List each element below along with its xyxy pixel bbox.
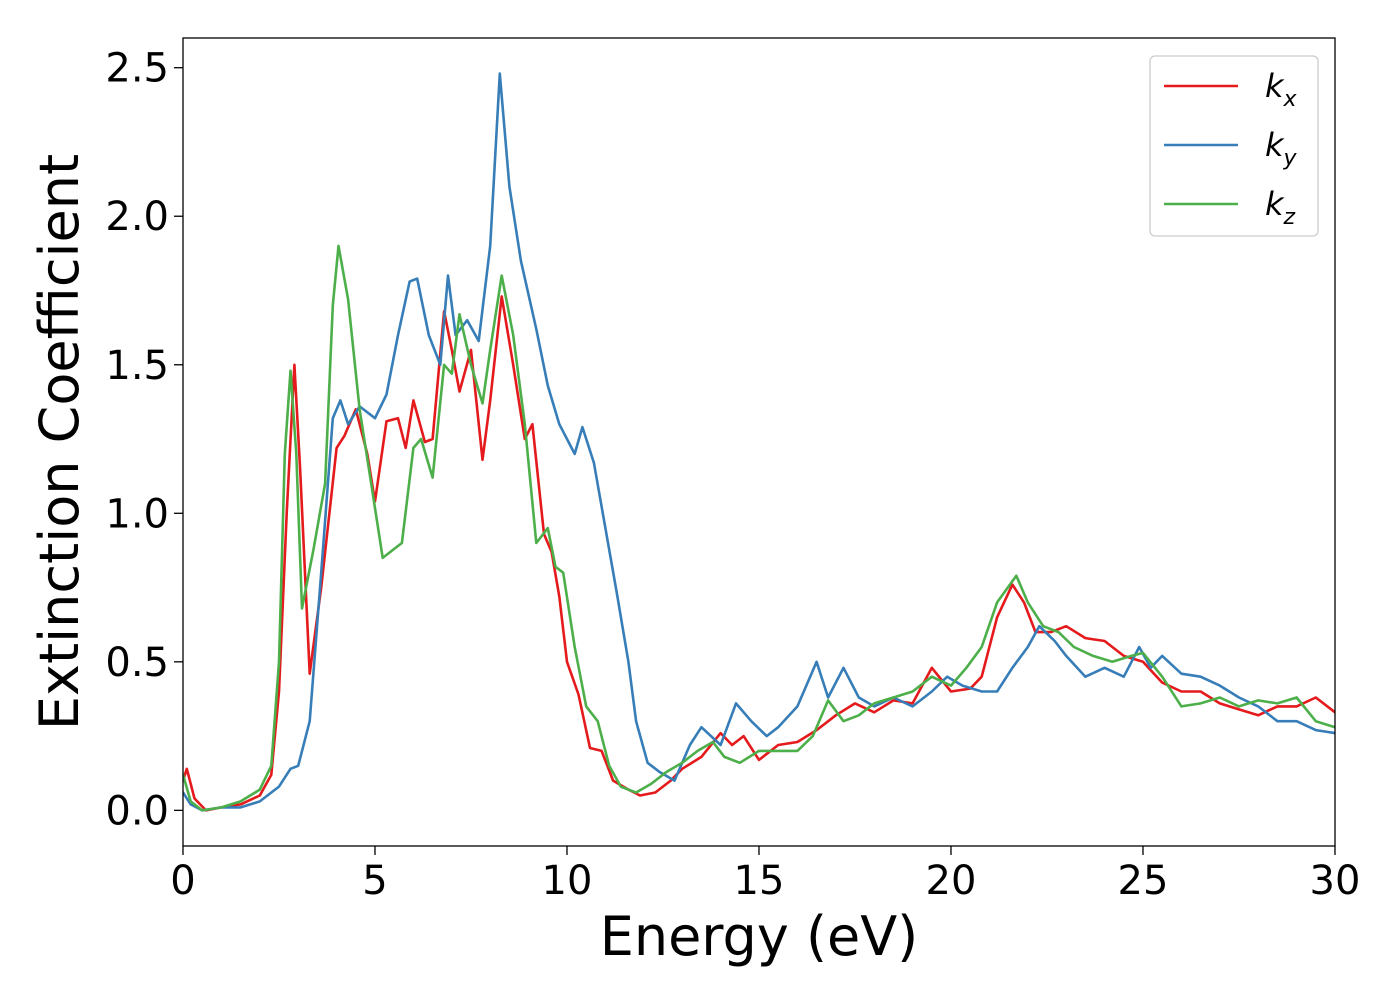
y-tick-label: 0.5 — [105, 640, 169, 686]
y-axis: 0.0 0.5 1.0 1.5 2.0 2.5 — [105, 46, 183, 834]
x-tick-label: 30 — [1310, 858, 1361, 904]
x-tick-label: 25 — [1118, 858, 1169, 904]
y-tick-label: 1.5 — [105, 343, 169, 389]
legend-label: kx — [1265, 67, 1298, 112]
series-layer — [183, 72, 1335, 812]
x-axis-title: Energy (eV) — [600, 905, 919, 968]
y-axis-title: Extinction Coefficient — [28, 154, 91, 730]
series-line-k-x — [183, 295, 1335, 812]
legend-label: kz — [1265, 185, 1296, 230]
legend-label: ky — [1265, 126, 1298, 171]
series-line-k-y — [183, 72, 1335, 812]
y-tick-label: 0.0 — [105, 788, 169, 834]
x-tick-label: 0 — [170, 858, 195, 904]
y-tick-label: 2.5 — [105, 46, 169, 92]
y-tick-label: 2.0 — [105, 194, 169, 240]
y-tick-label: 1.0 — [105, 491, 169, 537]
x-tick-label: 15 — [734, 858, 785, 904]
x-axis: 0 5 10 15 20 25 30 — [170, 846, 1360, 904]
x-tick-label: 10 — [542, 858, 593, 904]
x-tick-label: 5 — [362, 858, 387, 904]
legend: kx ky kz — [1149, 55, 1319, 237]
x-tick-label: 20 — [926, 858, 977, 904]
series-line-k-z — [183, 244, 1335, 812]
